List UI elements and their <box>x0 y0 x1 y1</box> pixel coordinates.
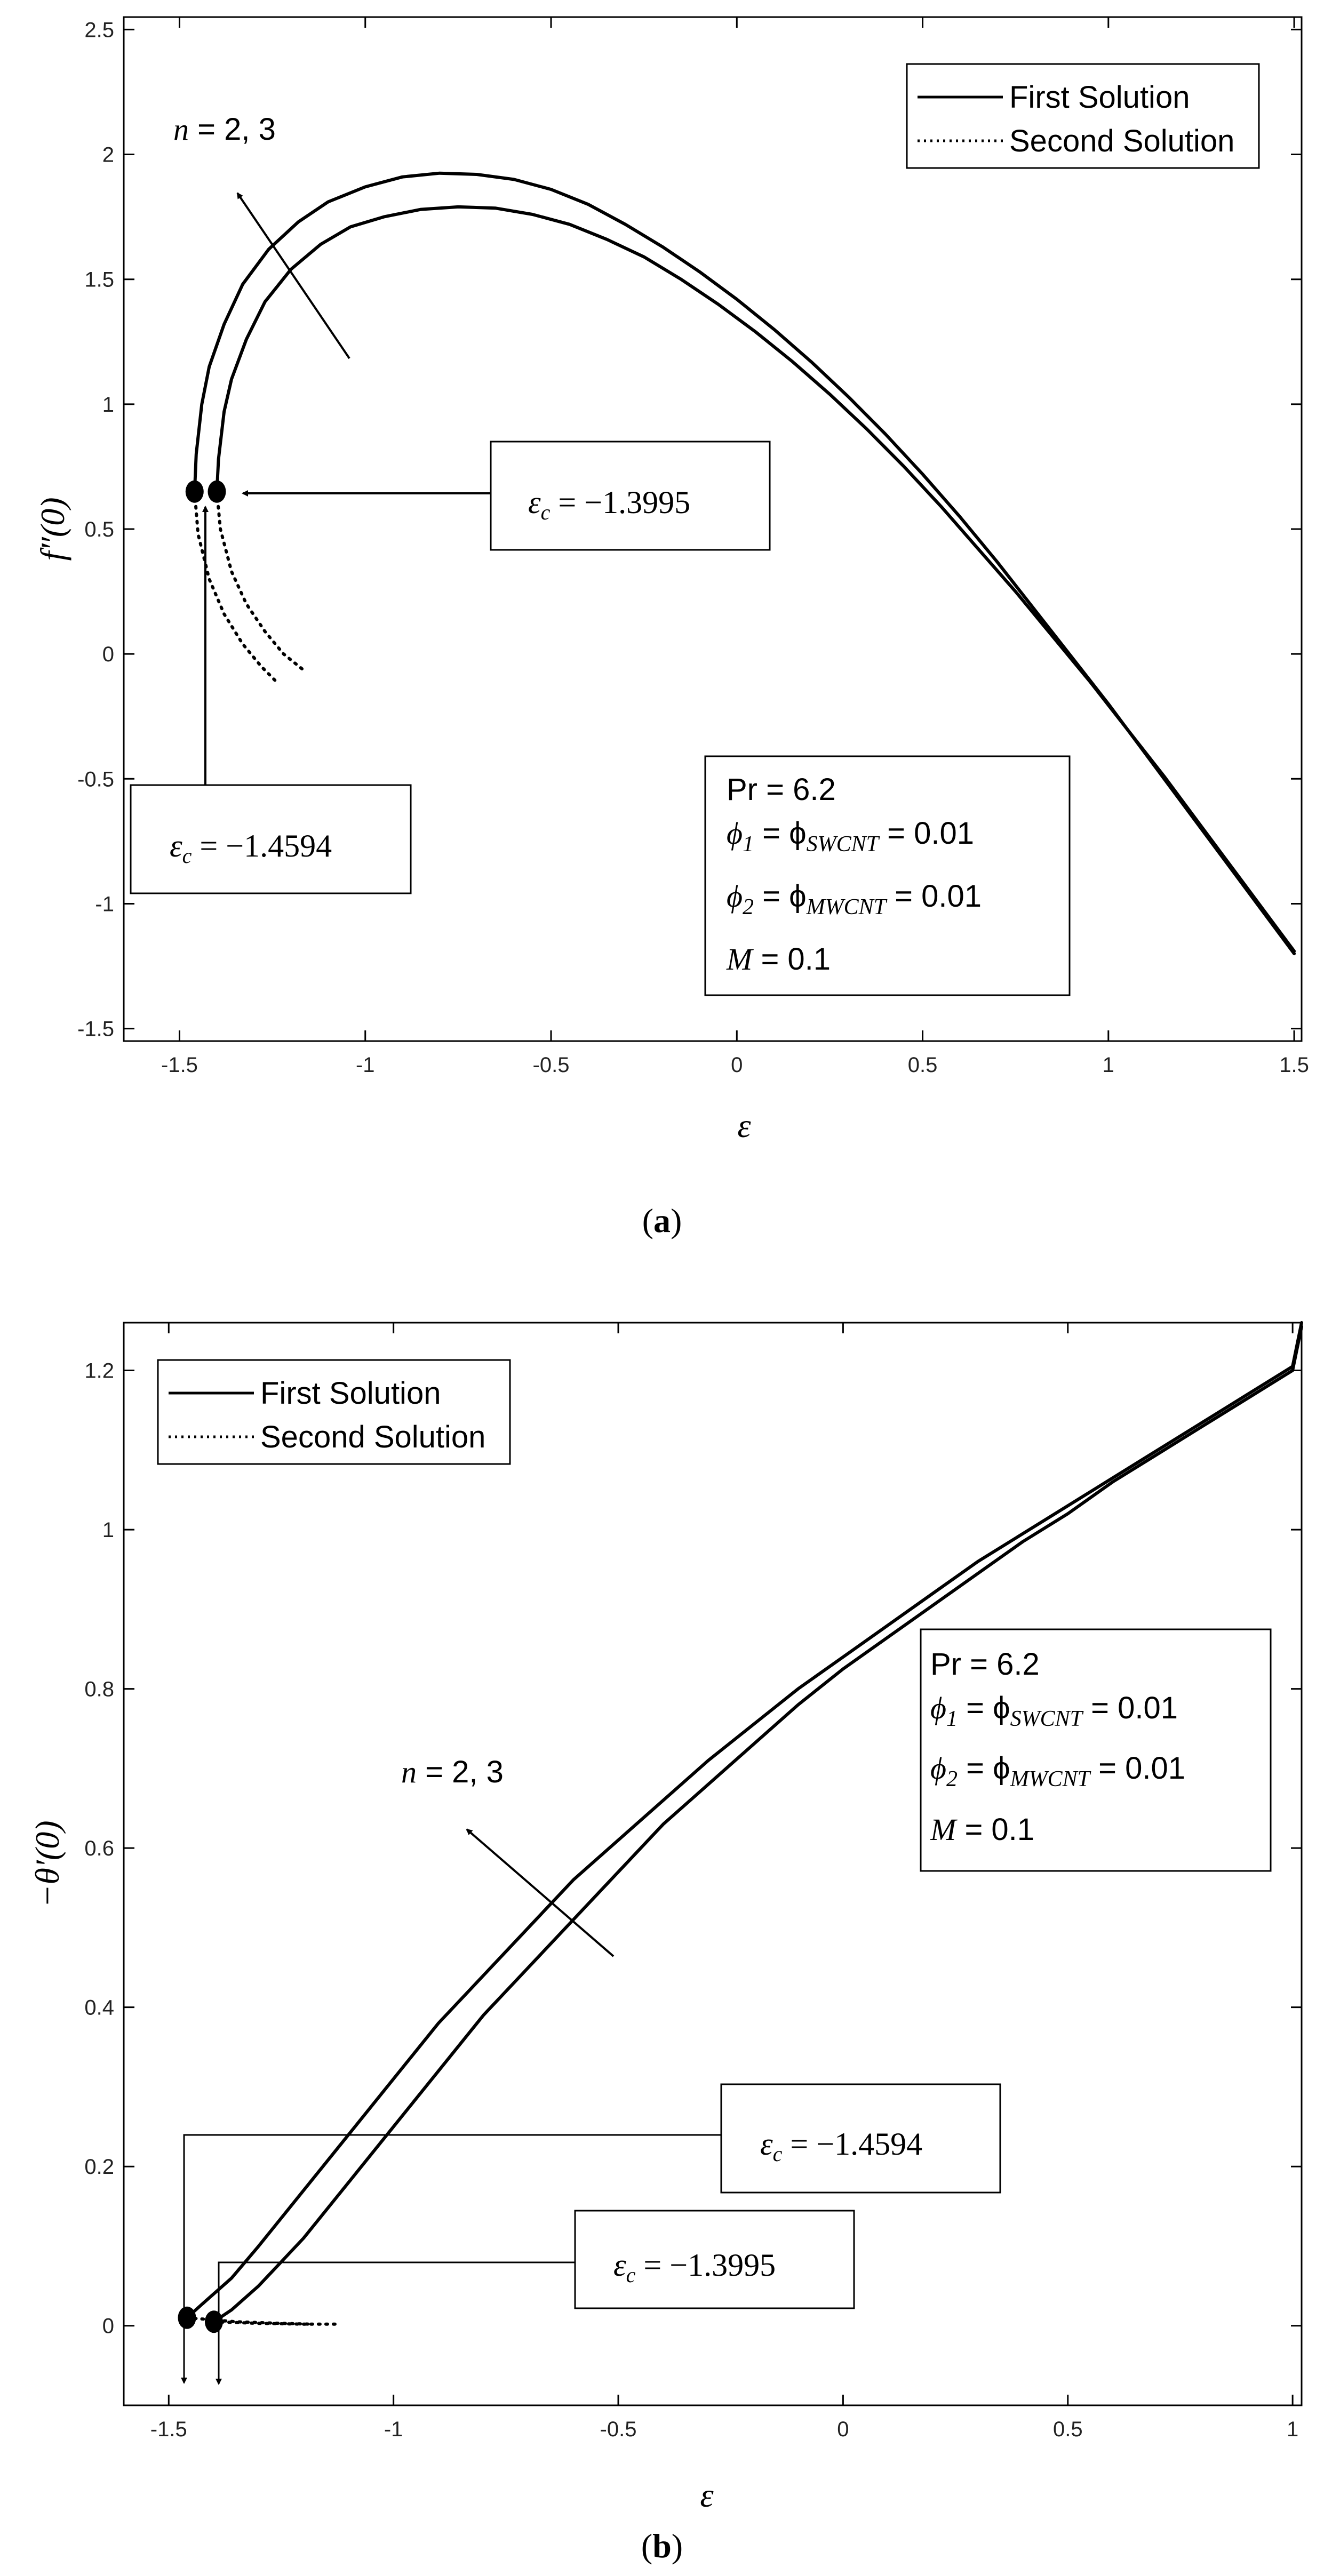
x-tick-label: -0.5 <box>600 2418 637 2441</box>
y-tick-label: 0 <box>102 643 114 666</box>
critical-point-marker <box>185 480 204 503</box>
first-solution-line <box>185 1321 1303 2319</box>
y-tick-label: 0 <box>102 2315 114 2338</box>
first-solution-line <box>212 1325 1303 2324</box>
y-tick-label: 1 <box>102 1518 114 1542</box>
legend: First Solution Second Solution <box>906 63 1260 169</box>
parameter-box: Pr = 6.2 ϕ1 = ϕSWCNT = 0.01 ϕ2 = ϕMWCNT … <box>704 755 1071 996</box>
y-axis-label: −θ′(0) <box>28 1820 66 1907</box>
x-tick-label: 1 <box>1287 2418 1298 2441</box>
critical-arrow-2 <box>216 2261 575 2385</box>
parameter-box-frame <box>920 1628 1272 1872</box>
y-axis-label: f″(0) <box>34 497 71 561</box>
y-tick-label: 1.5 <box>84 268 114 292</box>
critical-label-box-1 <box>720 2083 1001 2194</box>
tick-group: -1.5 -1 -0.5 0 0.5 1 0 0.2 0.4 0.6 0.8 1 1.2 <box>84 1323 1302 2441</box>
y-tick-label: 0.2 <box>84 2155 114 2179</box>
x-tick-label: 1 <box>1103 1053 1114 1077</box>
critical-label-box-2 <box>574 2210 855 2309</box>
critical-label-text-1: εc = −1.4594 <box>760 2126 922 2166</box>
x-tick-label: -1.5 <box>150 2418 187 2441</box>
x-tick-label: -1 <box>384 2418 403 2441</box>
legend-label-second-solution: Second Solution <box>260 1420 485 1454</box>
y-tick-label: -1 <box>95 892 114 916</box>
n-annotation: n = 2, 3 <box>401 1755 504 1789</box>
critical-label-text-2: εc = −1.4594 <box>170 828 332 868</box>
y-tick-label: -0.5 <box>77 767 114 791</box>
chart-panel-b: -1.5 -1 -0.5 0 0.5 1 0 0.2 0.4 0.6 0.8 1 1.2 −θ′(0) … <box>0 1280 1324 2576</box>
critical-label-box-2 <box>130 784 412 894</box>
y-tick-label: 0.4 <box>84 1996 114 2020</box>
parameter-box-frame <box>704 755 1071 996</box>
n-arrow <box>236 192 350 359</box>
second-solution-line <box>215 490 304 671</box>
critical-point-group <box>185 480 226 503</box>
critical-label-text-2: εc = −1.3995 <box>613 2247 776 2287</box>
legend-label-second-solution: Second Solution <box>1009 124 1234 158</box>
parameter-box: Pr = 6.2 ϕ1 = ϕSWCNT = 0.01 ϕ2 = ϕMWCNT … <box>920 1628 1272 1872</box>
y-tick-label: 1.2 <box>84 1359 114 1383</box>
critical-label-box-1 <box>490 441 771 551</box>
critical-point-marker <box>178 2306 196 2329</box>
legend: First Solution Second Solution <box>157 1359 511 1465</box>
plot-frame <box>123 1322 1303 2406</box>
tick-group: -1.5 -1 -0.5 0 0.5 1 1.5 -1.5 -1 -0.5 0 0.5 1 1.5 2 2.5 <box>77 17 1309 1077</box>
y-tick-label: -1.5 <box>77 1018 114 1041</box>
param-phi2: ϕ2 = ϕMWCNT = 0.01 <box>930 1751 1185 1791</box>
x-axis-label: ε <box>700 2476 714 2514</box>
x-tick-label: -1 <box>356 1053 375 1077</box>
chart-panel-a: -1.5 -1 -0.5 0 0.5 1 1.5 -1.5 -1 -0.5 0 0.5 1 1.5 2 2.5… <box>0 0 1324 1280</box>
n-annotation: n = 2, 3 <box>173 112 276 147</box>
first-solution-line <box>215 205 1296 953</box>
x-tick-label: 0 <box>731 1053 743 1077</box>
legend-box <box>157 1359 511 1465</box>
critical-point-marker <box>204 2310 223 2333</box>
y-tick-label: 2 <box>102 143 114 167</box>
legend-box <box>906 63 1260 169</box>
chart-a-svg: -1.5 -1 -0.5 0 0.5 1 1.5 -1.5 -1 -0.5 0 0.5 1 1.5 2 2.5… <box>34 16 1309 1239</box>
second-solution-line <box>193 490 278 683</box>
x-axis-label: ε <box>737 1107 751 1145</box>
legend-label-first-solution: First Solution <box>1009 80 1190 115</box>
legend-label-first-solution: First Solution <box>260 1376 441 1411</box>
param-pr: Pr = 6.2 <box>727 772 836 807</box>
param-pr: Pr = 6.2 <box>930 1647 1040 1682</box>
critical-point-marker <box>208 480 226 503</box>
y-tick-label: 0.6 <box>84 1837 114 1860</box>
x-tick-label: 1.5 <box>1279 1053 1309 1077</box>
x-tick-label: -1.5 <box>161 1053 198 1077</box>
series-group <box>193 171 1296 956</box>
caption-b: (b) <box>641 2527 683 2565</box>
chart-b-svg: -1.5 -1 -0.5 0 0.5 100.20.40.60.811.2 −θ′(0) … <box>28 1321 1303 2565</box>
critical-label-1: εc = −1.3995 <box>490 441 771 551</box>
critical-arrow-1 <box>181 2134 721 2384</box>
x-tick-label: 0.5 <box>908 1053 938 1077</box>
critical-label-text-1: εc = −1.3995 <box>528 485 690 524</box>
second-solution-line <box>212 2320 341 2326</box>
param-phi1: ϕ1 = ϕSWCNT = 0.01 <box>930 1691 1178 1731</box>
y-tick-label: 0.8 <box>84 1678 114 1701</box>
caption-a: (a) <box>642 1202 682 1239</box>
critical-label-1: εc = −1.4594 <box>720 2083 1001 2194</box>
y-tick-label: 2.5 <box>84 18 114 42</box>
n-arrow <box>466 1828 615 1957</box>
param-phi2: ϕ2 = ϕMWCNT = 0.01 <box>727 879 982 919</box>
param-m: M = 0.1 <box>930 1812 1034 1847</box>
param-phi1: ϕ1 = ϕSWCNT = 0.01 <box>727 816 974 857</box>
x-tick-label: 0 <box>837 2418 849 2441</box>
y-tick-label: 1 <box>102 393 114 417</box>
param-m: M = 0.1 <box>726 942 831 977</box>
critical-label-2: εc = −1.3995 <box>574 2210 855 2309</box>
y-tick-label: 0.5 <box>84 518 114 541</box>
critical-label-2: εc = −1.4594 <box>130 784 412 894</box>
x-tick-label: -0.5 <box>533 1053 570 1077</box>
x-tick-label: 0.5 <box>1053 2418 1083 2441</box>
